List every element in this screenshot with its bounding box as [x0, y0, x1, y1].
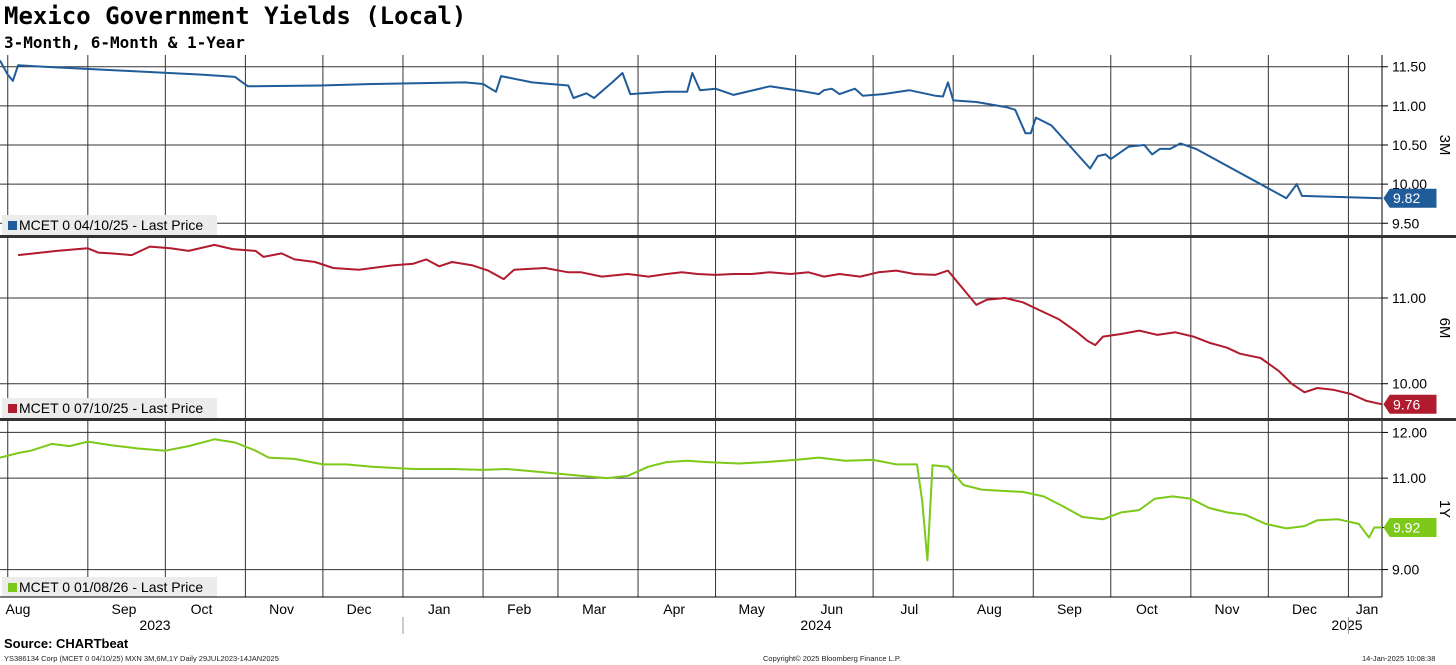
- y-tick-label: 11.50: [1392, 59, 1426, 75]
- series-line: [0, 438, 1382, 562]
- legend-swatch: [8, 583, 17, 592]
- x-month-label: Dec: [347, 601, 372, 617]
- y-tick-label: 10.00: [1392, 176, 1427, 192]
- x-month-label: Oct: [191, 601, 213, 617]
- x-month-label: Jan: [428, 601, 451, 617]
- y-tick-label: 10.00: [1392, 376, 1427, 392]
- panel-axis-label: 1Y: [1436, 500, 1453, 518]
- legend-label: MCET 0 07/10/25 - Last Price: [19, 400, 203, 416]
- panel-axis-label: 3M: [1436, 135, 1453, 156]
- x-month-label: Oct: [1136, 601, 1158, 617]
- legend-label: MCET 0 04/10/25 - Last Price: [19, 217, 203, 233]
- last-value-badge: [1383, 518, 1437, 538]
- y-tick-label: 12.00: [1392, 424, 1427, 440]
- legend-label: MCET 0 01/08/26 - Last Price: [19, 579, 203, 595]
- legend-box: [2, 215, 217, 235]
- y-tick-label: 11.00: [1392, 470, 1426, 486]
- chart-subtitle: 3-Month, 6-Month & 1-Year: [4, 33, 245, 52]
- chart-title: Mexico Government Yields (Local): [4, 2, 467, 30]
- x-month-label: Aug: [6, 601, 31, 617]
- last-value-label: 9.82: [1393, 190, 1420, 206]
- footer-copyright: Copyright© 2025 Bloomberg Finance L.P.: [763, 654, 901, 663]
- x-month-label: Dec: [1292, 601, 1317, 617]
- x-year-label: 2025: [1331, 617, 1362, 633]
- legend-swatch: [8, 221, 17, 230]
- y-tick-label: 9.00: [1392, 562, 1419, 578]
- series-line: [0, 60, 1383, 200]
- y-tick-label: 11.00: [1392, 98, 1426, 114]
- x-year-label: 2023: [139, 617, 170, 633]
- legend-box: [2, 577, 217, 597]
- x-month-label: Jun: [820, 601, 843, 617]
- footer-security: YS386134 Corp (MCET 0 04/10/25) MXN 3M,6…: [4, 654, 279, 663]
- x-month-label: Apr: [663, 601, 685, 617]
- x-month-label: Nov: [269, 601, 294, 617]
- x-year-label: 2024: [800, 617, 831, 633]
- legend-box: [2, 398, 217, 418]
- y-tick-label: 10.50: [1392, 137, 1427, 153]
- footer-timestamp: 14-Jan-2025 10:08:38: [1362, 654, 1436, 663]
- last-value-badge: [1383, 394, 1437, 414]
- x-month-label: Nov: [1215, 601, 1240, 617]
- y-tick-label: 9.50: [1392, 215, 1419, 231]
- last-value-badge: [1383, 188, 1437, 208]
- x-month-label: Feb: [507, 601, 531, 617]
- legend-swatch: [8, 404, 17, 413]
- last-value-label: 9.92: [1393, 520, 1420, 536]
- x-month-label: Sep: [1057, 601, 1082, 617]
- series-line: [17, 243, 1383, 406]
- x-month-label: Mar: [582, 601, 606, 617]
- y-tick-label: 11.00: [1392, 290, 1426, 306]
- panel-axis-label: 6M: [1436, 318, 1453, 339]
- x-month-label: May: [738, 601, 764, 617]
- x-month-label: Jul: [900, 601, 918, 617]
- source-note: Source: CHARTbeat: [4, 636, 129, 651]
- x-month-label: Jan: [1356, 601, 1379, 617]
- last-value-label: 9.76: [1393, 396, 1420, 412]
- x-month-label: Sep: [112, 601, 137, 617]
- x-month-label: Aug: [977, 601, 1002, 617]
